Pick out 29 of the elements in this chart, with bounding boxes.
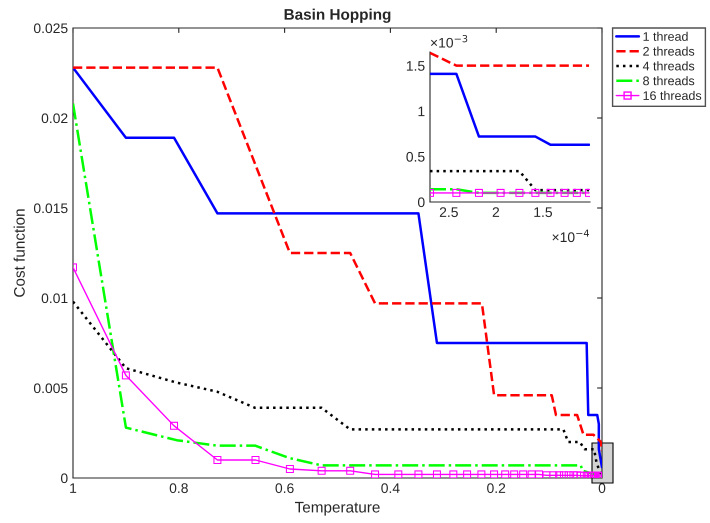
legend-label: 4 threads — [642, 61, 694, 70]
legend-label: 16 threads — [644, 90, 702, 100]
x-tick-label: 0.4 — [381, 483, 400, 494]
x-tick-label: 0 — [598, 483, 606, 494]
annotation: ×10$^{−3}$ — [430, 34, 468, 48]
y-tick-label: 0.02 — [42, 113, 68, 124]
legend-label: 2 threads — [643, 46, 694, 56]
y-tick-label: 0.5 — [406, 152, 425, 162]
annotation: ×10$^{−4}$ — [552, 230, 590, 242]
chart-title: Basin Hopping — [284, 8, 390, 23]
y-tick-label: 1.5 — [406, 61, 425, 71]
x-tick-label: 1 — [70, 483, 76, 493]
legend-label: 8 threads — [643, 76, 694, 86]
y-tick-label: 0 — [60, 473, 68, 484]
y-tick-label: 0.025 — [34, 23, 68, 34]
y-tick-label: 0.01 — [42, 293, 68, 304]
x-tick-label: 0.2 — [487, 483, 506, 494]
legend-label: 1 thread — [644, 32, 688, 41]
x-tick-label: 1.5 — [534, 207, 552, 218]
y-axis-title: Cost function — [14, 209, 25, 297]
x-tick-label: 2 — [492, 207, 500, 217]
x-axis-title: Temperature — [294, 502, 380, 516]
y-tick-label: 1 — [418, 106, 424, 116]
y-tick-label: 0 — [418, 197, 425, 208]
x-tick-label: 2.5 — [440, 207, 458, 218]
y-tick-label: 0.005 — [34, 383, 68, 394]
x-tick-label: 0.8 — [170, 483, 188, 494]
y-tick-label: 0.015 — [34, 203, 68, 214]
x-tick-label: 0.6 — [275, 483, 294, 494]
